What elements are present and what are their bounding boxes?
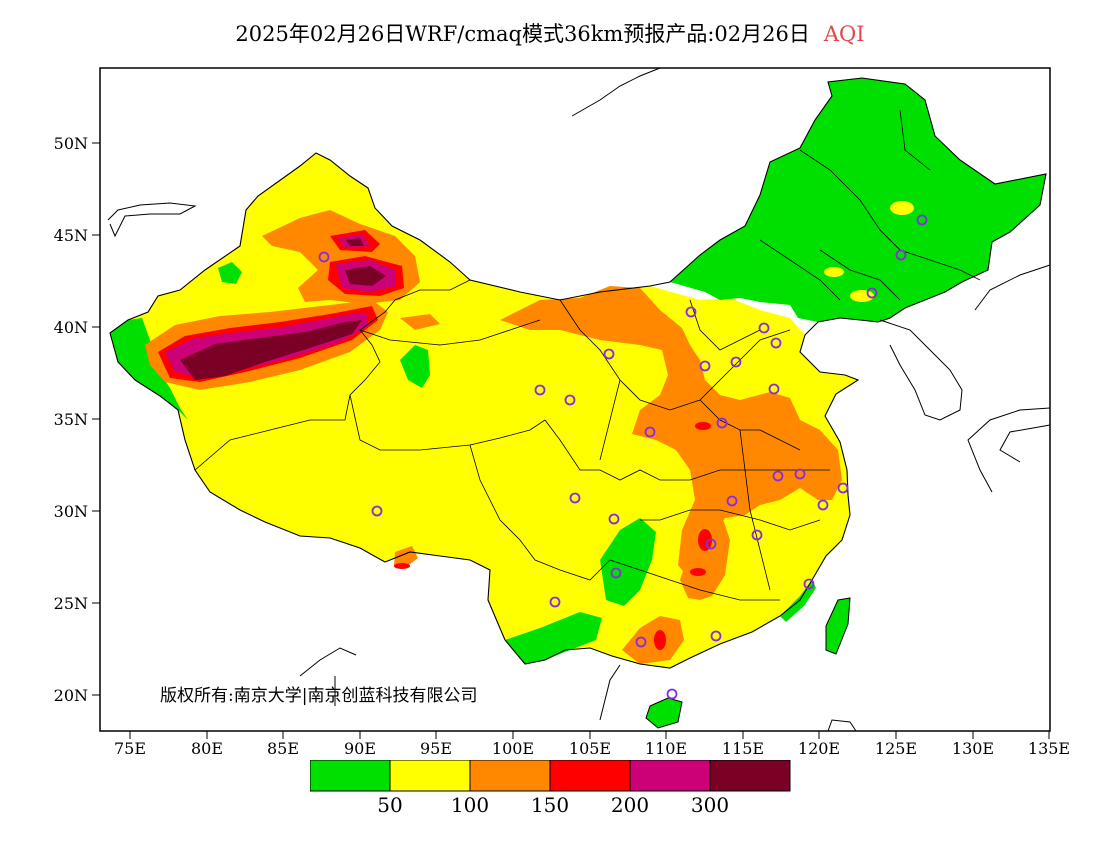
- west-edge-good: [110, 318, 188, 420]
- lon-label: 130E: [952, 739, 994, 758]
- latitude-axis: [92, 142, 100, 696]
- color-legend: 50 100 150 200 300: [310, 760, 791, 817]
- central-south-unhealthy-sensitive: [680, 510, 730, 600]
- northeast-region-good: [670, 78, 1046, 322]
- ne-moderate-spot-1: [890, 201, 914, 215]
- legend-labels: 50 100 150 200 300: [377, 793, 729, 817]
- plot-frame: [99, 67, 1051, 732]
- variable-label: AQI: [823, 22, 865, 46]
- lat-label: 45N: [54, 226, 88, 245]
- ne-moderate-spot-2: [824, 267, 844, 277]
- legend-swatch: [469, 760, 551, 792]
- qinghai-spot-good: [400, 345, 430, 388]
- tibet-south-unhealthy-sensitive: [394, 546, 418, 568]
- lon-label: 100E: [492, 739, 534, 758]
- province-boundaries: [194, 109, 981, 601]
- china-region-moderate: [110, 153, 858, 668]
- guangxi-unhealthy-spot: [654, 630, 666, 650]
- yunnan-south-good: [505, 612, 602, 664]
- dzungaria-hazardous: [345, 266, 386, 286]
- copyright-text: 版权所有:南京大学|南京创蓝科技有限公司: [160, 686, 478, 706]
- lon-label: 110E: [645, 739, 687, 758]
- tarim-hazardous: [180, 320, 362, 380]
- lon-label: 115E: [722, 739, 764, 758]
- legend-label: 300: [691, 793, 729, 817]
- coastlines: [107, 67, 1051, 732]
- legend-label: 100: [451, 793, 489, 817]
- guangxi-unhealthy-sensitive: [622, 616, 684, 664]
- ne-moderate-spot-3: [850, 290, 874, 302]
- china-boundary: [109, 77, 1047, 669]
- lon-label: 85E: [267, 739, 299, 758]
- north-china-unhealthy-sensitive: [500, 286, 842, 580]
- hainan-island-good: [646, 698, 682, 728]
- hunan-unhealthy-spot: [698, 529, 712, 551]
- legend-swatch: [310, 760, 391, 792]
- legend-swatch: [629, 760, 711, 792]
- lon-label: 80E: [191, 739, 223, 758]
- lon-label: 90E: [344, 739, 376, 758]
- legend-label: 150: [531, 793, 569, 817]
- dzungaria-hazardous-2: [346, 238, 364, 246]
- legend-swatches: [310, 760, 791, 792]
- legend-swatch: [389, 760, 471, 792]
- latitude-labels: 50N 45N 40N 35N 30N 25N 20N: [54, 134, 88, 705]
- lon-label: 95E: [420, 739, 452, 758]
- title-text: 2025年02月26日WRF/cmaq模式36km预报产品:02月26日: [235, 22, 810, 46]
- hunan-unhealthy-spot-2: [690, 568, 706, 576]
- lat-label: 35N: [54, 410, 88, 429]
- lat-label: 50N: [54, 134, 88, 153]
- turpan-unhealthy-sensitive: [400, 314, 440, 330]
- legend-swatch: [549, 760, 631, 792]
- tibet-unhealthy-spot: [394, 563, 410, 569]
- taiwan-island-good: [826, 598, 850, 654]
- lat-label: 25N: [54, 594, 88, 613]
- west-spot-good: [218, 262, 242, 284]
- legend-label: 200: [611, 793, 649, 817]
- lon-label: 125E: [875, 739, 917, 758]
- station-markers: [318, 214, 928, 700]
- lon-label: 75E: [114, 739, 146, 758]
- legend-label: 50: [377, 793, 402, 817]
- lon-label: 105E: [569, 739, 611, 758]
- map-title: 2025年02月26日WRF/cmaq模式36km预报产品:02月26日 AQI: [0, 18, 1100, 48]
- guizhou-region-good: [600, 518, 656, 606]
- lon-label: 120E: [798, 739, 840, 758]
- longitude-axis: [129, 731, 1050, 739]
- legend-swatch: [709, 760, 791, 792]
- longitude-labels: 75E 80E 85E 90E 95E 100E 105E 110E 115E …: [114, 739, 1070, 758]
- lat-label: 40N: [54, 318, 88, 337]
- lat-label: 30N: [54, 502, 88, 521]
- map-plot-area: [99, 67, 1051, 732]
- hubei-unhealthy-spot: [695, 422, 711, 430]
- lat-label: 20N: [54, 686, 88, 705]
- lon-label: 135E: [1028, 739, 1070, 758]
